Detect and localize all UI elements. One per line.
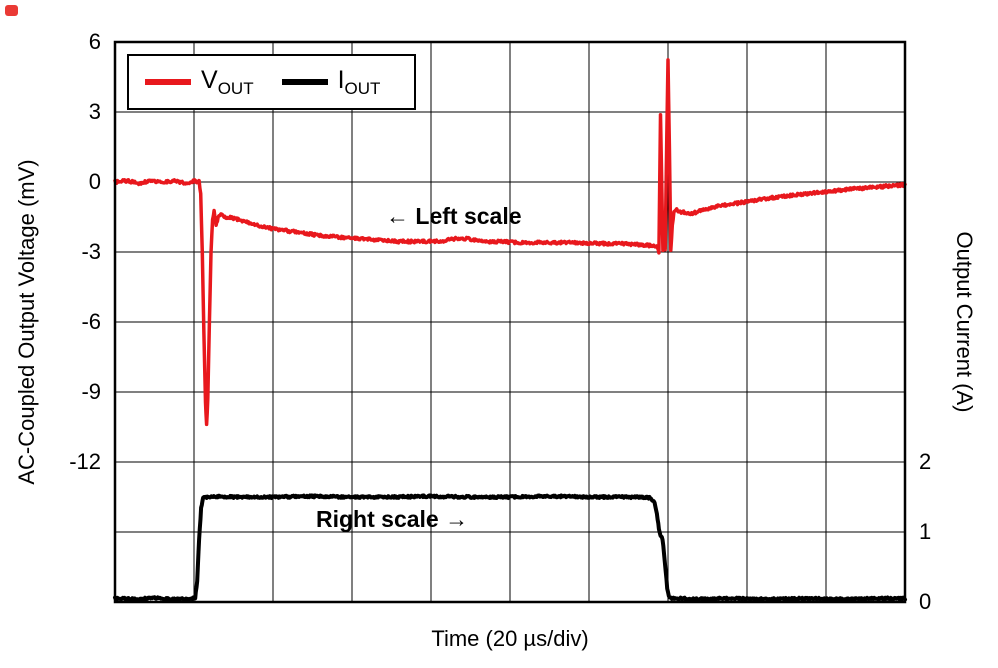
y-left-tick-label: -3 bbox=[81, 239, 101, 264]
iout-trace bbox=[113, 493, 907, 603]
y-right-tick-label: 1 bbox=[919, 519, 932, 544]
y-right-tick-label: 0 bbox=[919, 589, 932, 614]
y-left-tick-label: 0 bbox=[88, 169, 101, 194]
y-right-tick-label: 2 bbox=[919, 449, 932, 474]
left-scale-annotation: ← Left scale bbox=[386, 203, 522, 229]
y-left-tick-label: 3 bbox=[88, 99, 101, 124]
left-axis-title: AC-Coupled Output Voltage (mV) bbox=[14, 159, 39, 485]
vout-trace bbox=[113, 58, 907, 427]
y-left-tick-label: -6 bbox=[81, 309, 101, 334]
iout-legend-swatch bbox=[281, 79, 328, 85]
legend: VOUT IOUT bbox=[127, 54, 417, 110]
vout-legend-swatch bbox=[145, 79, 191, 85]
iout-legend-label: IOUT bbox=[337, 65, 381, 98]
y-left-tick-label: 6 bbox=[88, 29, 101, 54]
corner-red-mark bbox=[5, 5, 18, 16]
right-axis-title: Output Current (A) bbox=[952, 231, 977, 413]
right-scale-annotation: Right scale → bbox=[316, 506, 469, 532]
x-axis-title: Time (20 µs/div) bbox=[431, 626, 589, 651]
y-left-tick-label: -12 bbox=[69, 449, 101, 474]
y-left-tick-label: -9 bbox=[81, 379, 101, 404]
vout-legend-label: VOUT bbox=[201, 65, 254, 98]
plot-border bbox=[113, 40, 907, 604]
